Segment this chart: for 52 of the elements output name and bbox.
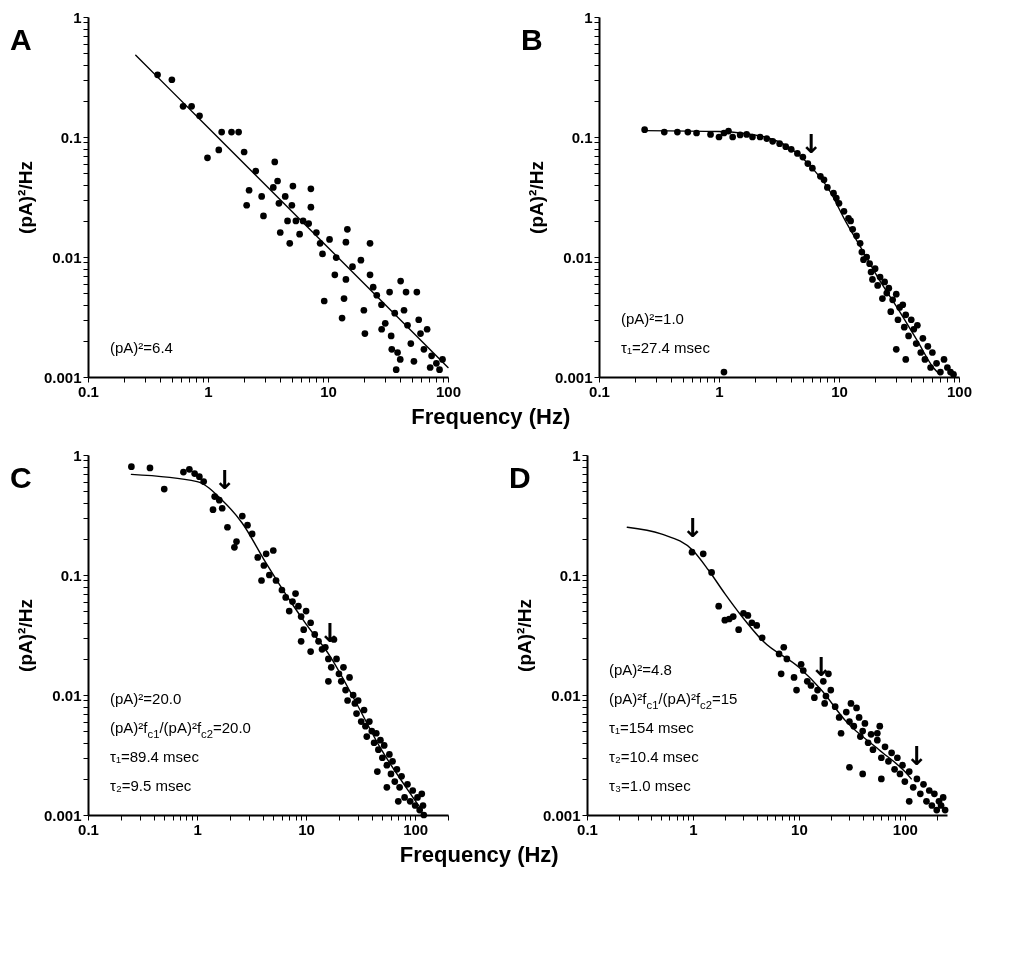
annotation: τ₁=89.4 msec: [110, 748, 200, 765]
y-tick-label: 0.1: [60, 566, 82, 584]
annotation: ↓: [810, 652, 833, 683]
y-tick-label: 1: [73, 446, 82, 464]
y-tick-label: 0.001: [542, 806, 581, 824]
x-tick-label: 10: [791, 820, 808, 838]
y-tick-label: 1: [73, 8, 82, 26]
annotation: ↓: [800, 129, 823, 160]
chart-title: A: [10, 23, 32, 56]
y-tick-label: 1: [572, 446, 581, 464]
annotation: τ₂=10.4 msec: [609, 748, 700, 765]
y-tick-label: 0.1: [559, 566, 581, 584]
x-tick-label: 10: [298, 820, 315, 838]
annotation: (pA)²=1.0: [621, 310, 684, 327]
x-tick-label: 100: [435, 382, 462, 400]
x-tick-label: 1: [204, 382, 213, 400]
x-tick-label: 100: [892, 820, 918, 838]
y-tick-label: 0.001: [43, 368, 82, 386]
x-tick-label: 1: [715, 382, 724, 400]
x-tick-label: 10: [320, 382, 337, 400]
annotation: τ₃=1.0 msec: [609, 777, 692, 794]
y-tick-label: 0.01: [551, 686, 581, 704]
annotation: (pA)²=20.0: [110, 690, 182, 707]
annotation: ↓: [682, 512, 704, 543]
chart-title: B: [521, 23, 543, 56]
x-tick-label: 1: [689, 820, 698, 838]
annotation: τ₁=27.4 msec: [621, 339, 711, 356]
chart-title: D: [509, 461, 531, 494]
annotation: (pA)²=4.8: [609, 661, 672, 678]
x-tick-label: 10: [831, 382, 848, 400]
y-tick-label: 1: [584, 8, 593, 26]
annotation: ↓: [906, 740, 928, 771]
y-tick-label: 0.01: [563, 248, 593, 266]
y-axis-title: (pA)²/Hz: [14, 161, 36, 234]
y-tick-label: 0.001: [43, 806, 82, 824]
y-tick-label: 0.01: [52, 686, 82, 704]
y-tick-label: 0.1: [571, 128, 593, 146]
x-axis-title: Frequency (Hz): [411, 404, 571, 429]
annotation: τ₁=154 msec: [609, 719, 695, 736]
y-tick-label: 0.1: [60, 128, 82, 146]
annotation: (pA)²=6.4: [110, 339, 173, 356]
y-axis-title: (pA)²/Hz: [525, 161, 547, 234]
annotation: ↓: [214, 464, 236, 495]
y-tick-label: 0.01: [52, 248, 82, 266]
x-axis-title: Frequency (Hz): [399, 842, 559, 867]
chart-title: C: [10, 461, 32, 494]
y-axis-title: (pA)²/Hz: [513, 599, 535, 672]
x-tick-label: 1: [193, 820, 202, 838]
y-axis-title: (pA)²/Hz: [14, 599, 36, 672]
annotation: τ₂=9.5 msec: [110, 777, 192, 794]
x-tick-label: 100: [946, 382, 973, 400]
x-tick-label: 100: [403, 820, 429, 838]
